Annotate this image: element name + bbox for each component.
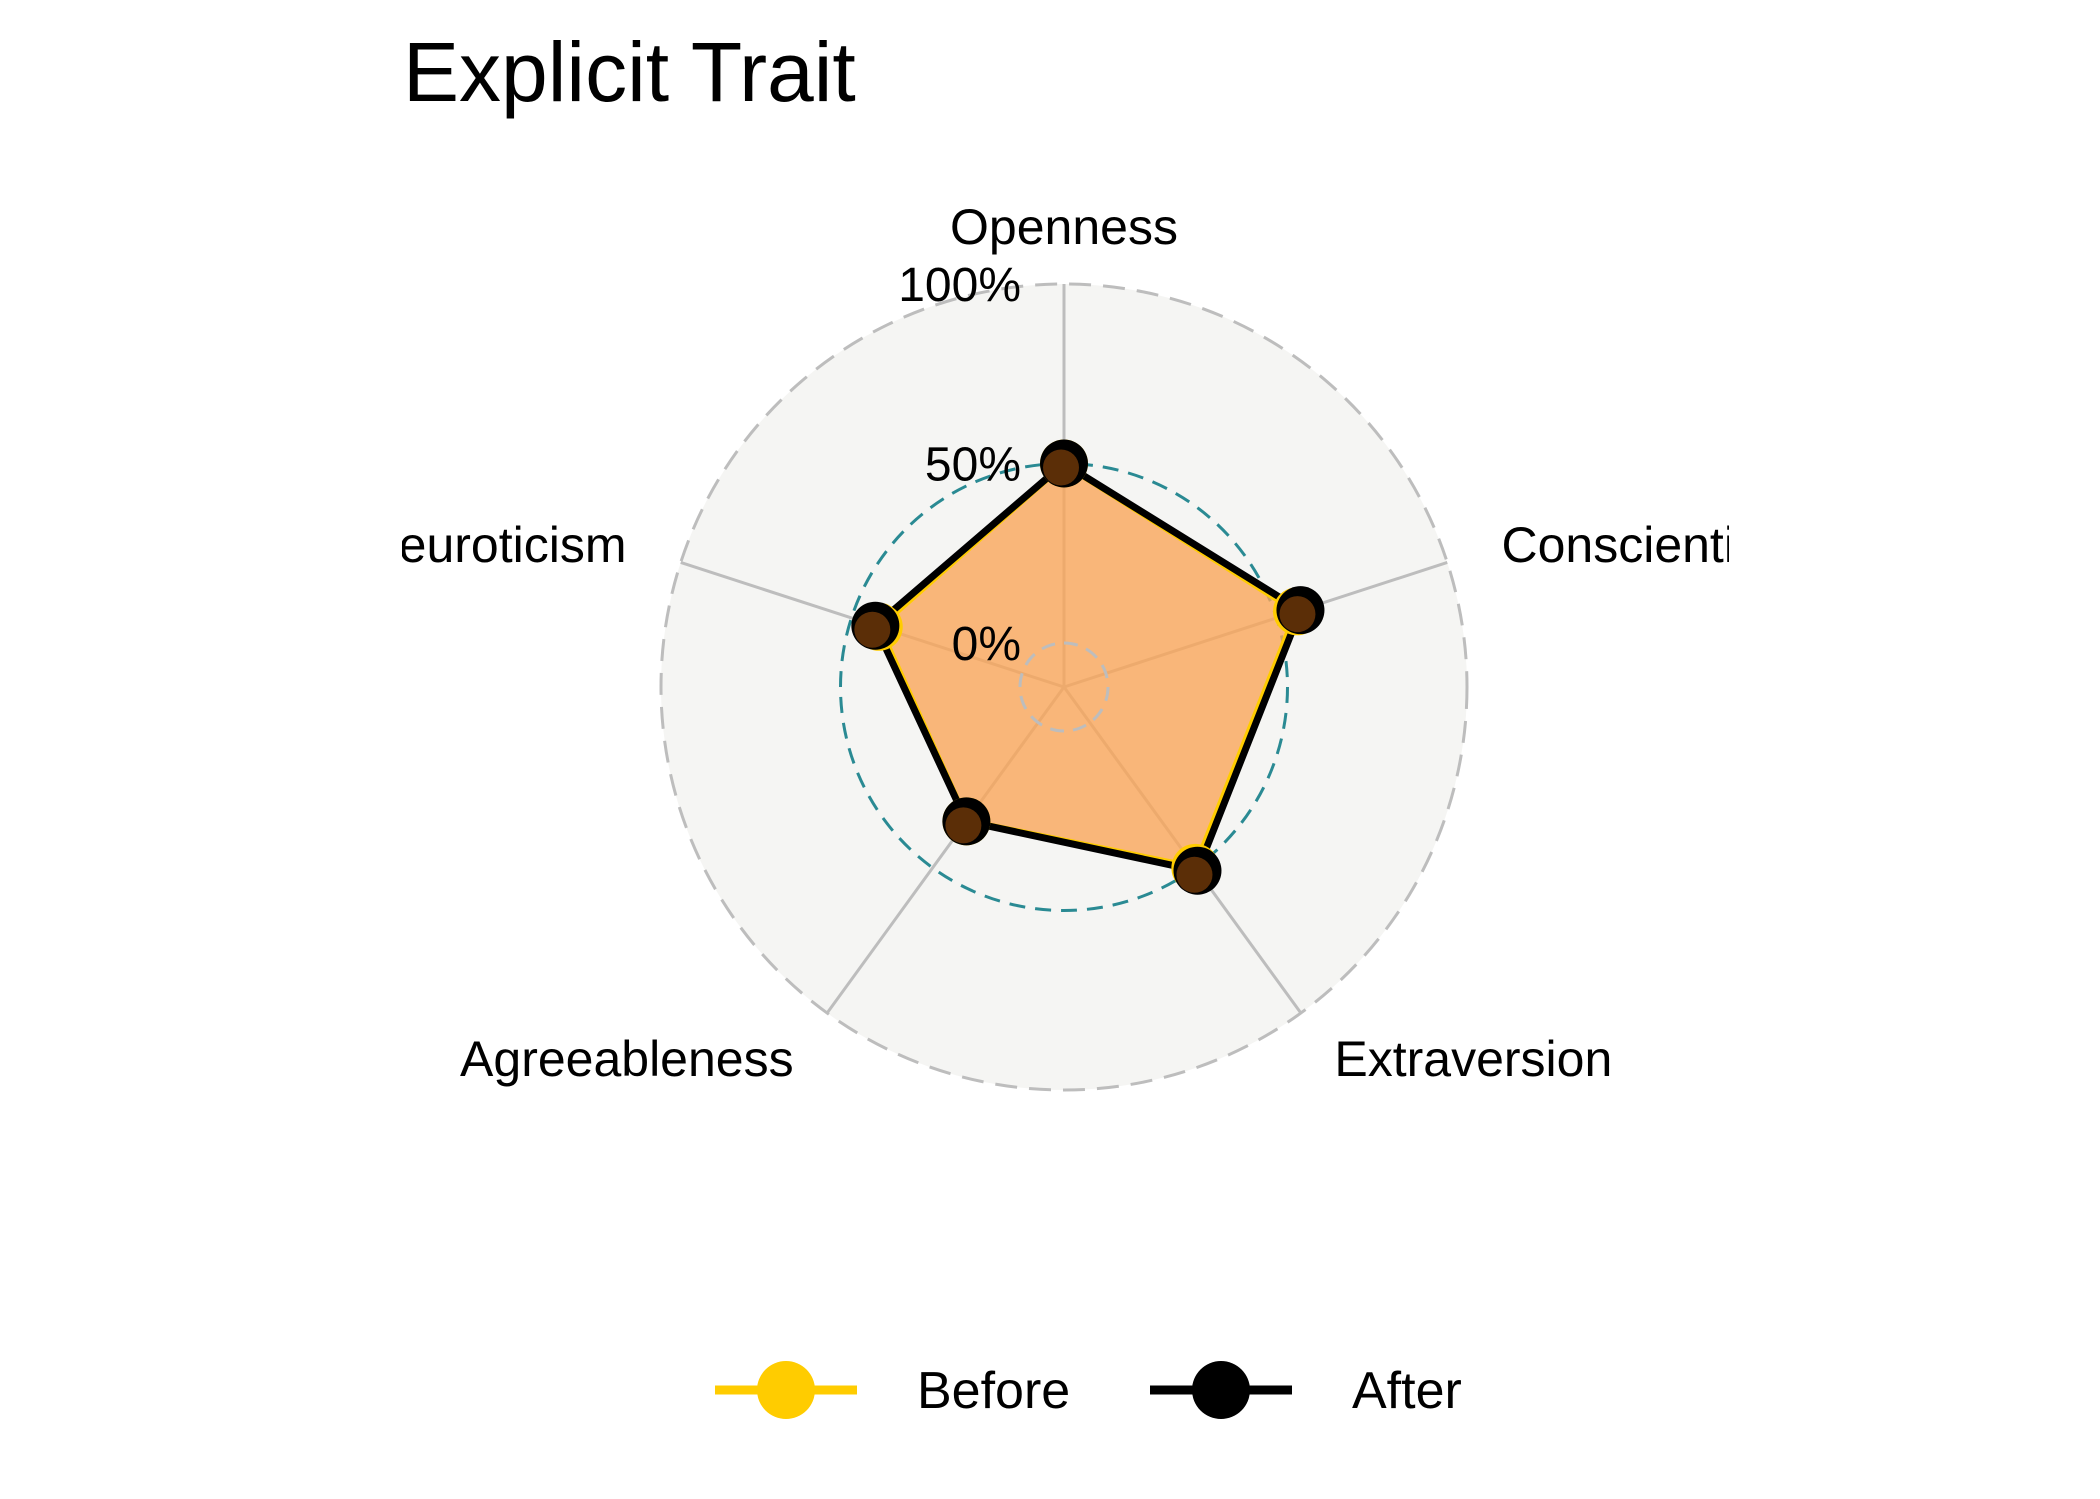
line-after [871,460,1304,875]
point-overlay-agreeableness [945,807,982,844]
chart-title: Explicit Trait [403,25,856,119]
point-overlay-openness [1043,449,1079,486]
grid-labels: 0% 50% 100% [898,259,1021,671]
legend-label-after: After [1352,1362,1462,1420]
grid-ring-0 [1018,641,1110,733]
grid-ring-100 [659,282,1469,1092]
legend-marker-after [1192,1361,1250,1419]
legend-label-before: Before [917,1362,1070,1420]
grid-label-100: 100% [898,259,1021,312]
axis-label-openness: Openness [950,199,1178,255]
axis-label-neuroticism: Neuroticism [363,517,627,573]
area-after [875,463,1301,871]
plot-area: Openness Conscientiousness Extraversion Agr… [363,199,1921,1092]
axis-labels: Openness Conscientiousness Extraversion Agr… [363,199,1921,1087]
axis-label-agreeableness: Agreeableness [460,1031,794,1087]
grid-label-50: 50% [925,439,1021,492]
grid-label-0: 0% [952,618,1021,671]
point-overlay-neuroticism [854,611,891,648]
legend-marker-before [757,1361,815,1419]
point-overlay-conscientiousness [1279,596,1316,633]
axis-label-conscientiousness: Conscientiousness [1501,517,1921,573]
point-overlay-extraversion [1176,856,1213,893]
axis-label-extraversion: Extraversion [1334,1031,1612,1087]
legend: Before After [715,1361,1462,1420]
series-layer [851,439,1325,895]
